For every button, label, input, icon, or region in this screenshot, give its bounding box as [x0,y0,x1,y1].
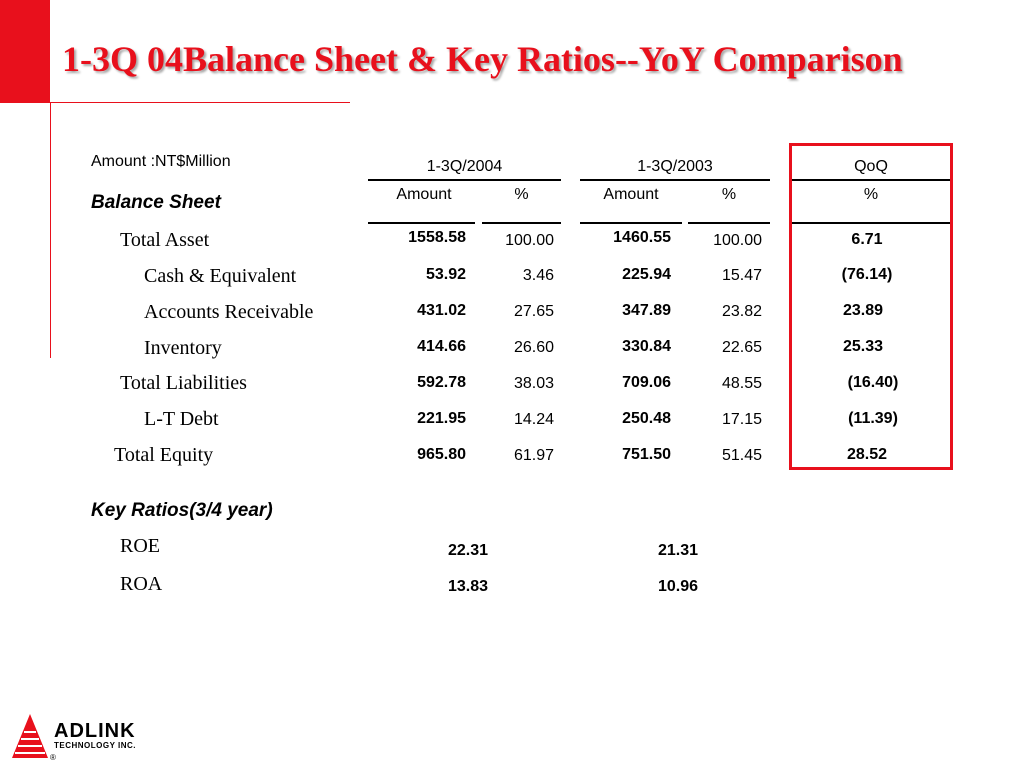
cell-qoq: (76.14) [841,266,893,283]
row-label-cash-equivalent: Cash & Equivalent [144,265,297,287]
cell-pct-2003: 51.45 [721,447,762,464]
cell-amount-2003: 250.48 [622,410,671,427]
logo-tagline: TECHNOLOGY INC. [54,741,137,750]
cell-amount-2004: 592.78 [417,374,466,391]
cell-pct-2004: 61.97 [513,447,554,464]
subhead-rule-pct-2003 [688,222,770,224]
cell-amount-2003: 225.94 [622,266,671,283]
ratio-value-2003: 10.96 [657,578,698,595]
header-rule-qoq [792,179,950,181]
row-label-total-equity: Total Equity [114,444,214,466]
cell-pct-2003: 22.65 [721,339,762,356]
cell-qoq: 25.33 [842,338,884,355]
cell-pct-2003: 23.82 [721,303,762,320]
cell-qoq: 6.71 [851,231,883,248]
period-2003-header: 1-3Q/2003 [637,158,713,175]
cell-amount-2004: 53.92 [425,266,466,283]
slide-title: 1-3Q 04Balance Sheet & Key Ratios--YoY C… [62,39,903,79]
logo-wordmark: ADLINK [54,720,136,742]
subhead-rule-amount-2004 [368,222,475,224]
cell-amount-2004: 414.66 [417,338,466,355]
row-label-inventory: Inventory [144,337,222,359]
cell-pct-2003: 48.55 [721,375,762,392]
ratio-value-2003: 21.31 [657,542,698,559]
cell-amount-2004: 965.80 [417,446,466,463]
amount-2004-subhead: Amount [396,186,452,203]
header-rule-2003 [580,179,770,181]
cell-pct-2003: 100.00 [713,232,762,249]
cell-amount-2004: 221.95 [417,410,466,427]
subhead-rule-amount-2003 [580,222,682,224]
cell-amount-2003: 330.84 [622,338,671,355]
row-label-lt-debt: L-T Debt [144,408,219,430]
qoq-header: QoQ [854,158,888,175]
header-rule-2004 [368,179,561,181]
pct-qoq-subhead: % [863,186,879,203]
cell-amount-2003: 751.50 [622,446,671,463]
ratio-value-2004: 22.31 [447,542,488,559]
cell-pct-2004: 38.03 [513,375,554,392]
logo-registered-mark: ® [50,753,56,762]
amount-2003-subhead: Amount [603,186,659,203]
cell-pct-2004: 26.60 [513,339,554,356]
cell-pct-2003: 17.15 [721,411,762,428]
cell-qoq: 28.52 [846,446,888,463]
cell-pct-2003: 15.47 [721,267,762,284]
ratio-label-roe: ROE [120,535,160,557]
row-label-total-asset: Total Asset [120,229,210,251]
ratio-value-2004: 13.83 [447,578,488,595]
key-ratios-heading: Key Ratios(3/4 year) [91,500,273,521]
subhead-rule-pct-2004 [482,222,561,224]
cell-pct-2004: 100.00 [505,232,554,249]
units-label: Amount :NT$Million [91,153,231,170]
title-accent-block [0,0,50,103]
qoq-highlight-box [789,143,953,470]
adlink-triangle-icon [12,714,48,758]
period-2004-header: 1-3Q/2004 [426,158,503,175]
balance-sheet-heading: Balance Sheet [91,192,221,213]
pct-2003-subhead: % [721,186,737,203]
cell-amount-2003: 1460.55 [613,229,671,246]
cell-qoq: (11.39) [848,410,898,427]
cell-amount-2004: 1558.58 [408,229,466,246]
cell-amount-2004: 431.02 [417,302,466,319]
ratio-label-roa: ROA [120,573,163,595]
cell-amount-2003: 709.06 [622,374,671,391]
cell-pct-2004: 3.46 [522,267,554,284]
cell-pct-2004: 14.24 [513,411,554,428]
cell-pct-2004: 27.65 [513,303,554,320]
subhead-rule-qoq [792,222,950,224]
cell-qoq: (16.40) [847,374,899,391]
cell-amount-2003: 347.89 [622,302,671,319]
cell-qoq: 23.89 [842,302,884,319]
pct-2004-subhead: % [514,186,529,203]
row-label-accounts-receivable: Accounts Receivable [144,301,314,323]
adlink-logo [10,712,50,767]
title-underline [50,102,350,103]
left-accent-line [50,103,51,358]
row-label-total-liabilities: Total Liabilities [120,372,247,394]
